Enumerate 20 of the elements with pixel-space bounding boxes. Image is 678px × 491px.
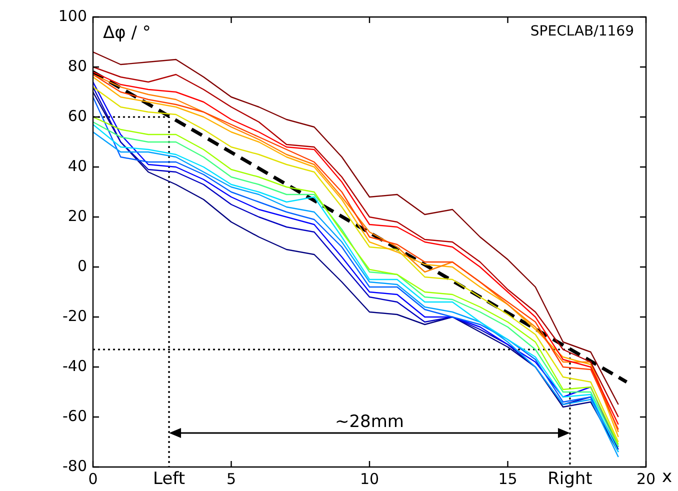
y-tick-label: 20 (68, 206, 87, 225)
y-tick-label: 60 (68, 106, 87, 125)
y-tick-label: 0 (77, 256, 87, 275)
y-tick-label: 40 (68, 156, 87, 175)
x-tick-label: 10 (360, 470, 380, 488)
y-tick-label: 100 (58, 6, 87, 25)
annotation: Right (548, 468, 593, 489)
y-tick-label: -40 (62, 356, 87, 375)
y-axis-title: Δφ / ° (103, 22, 151, 43)
y-tick-label: -20 (62, 306, 87, 325)
x-tick-label: 5 (226, 470, 236, 488)
annotation: SPECLAB/1169 (530, 24, 634, 40)
y-tick-label: 80 (68, 56, 87, 75)
x-tick-label: 20 (636, 470, 656, 488)
annotation: Left (153, 468, 186, 489)
y-tick-label: -60 (62, 406, 87, 425)
x-tick-label: 15 (498, 470, 518, 488)
x-axis-title: x (662, 466, 672, 487)
y-tick-label: -80 (62, 456, 87, 475)
annotation: ~28mm (335, 412, 404, 432)
